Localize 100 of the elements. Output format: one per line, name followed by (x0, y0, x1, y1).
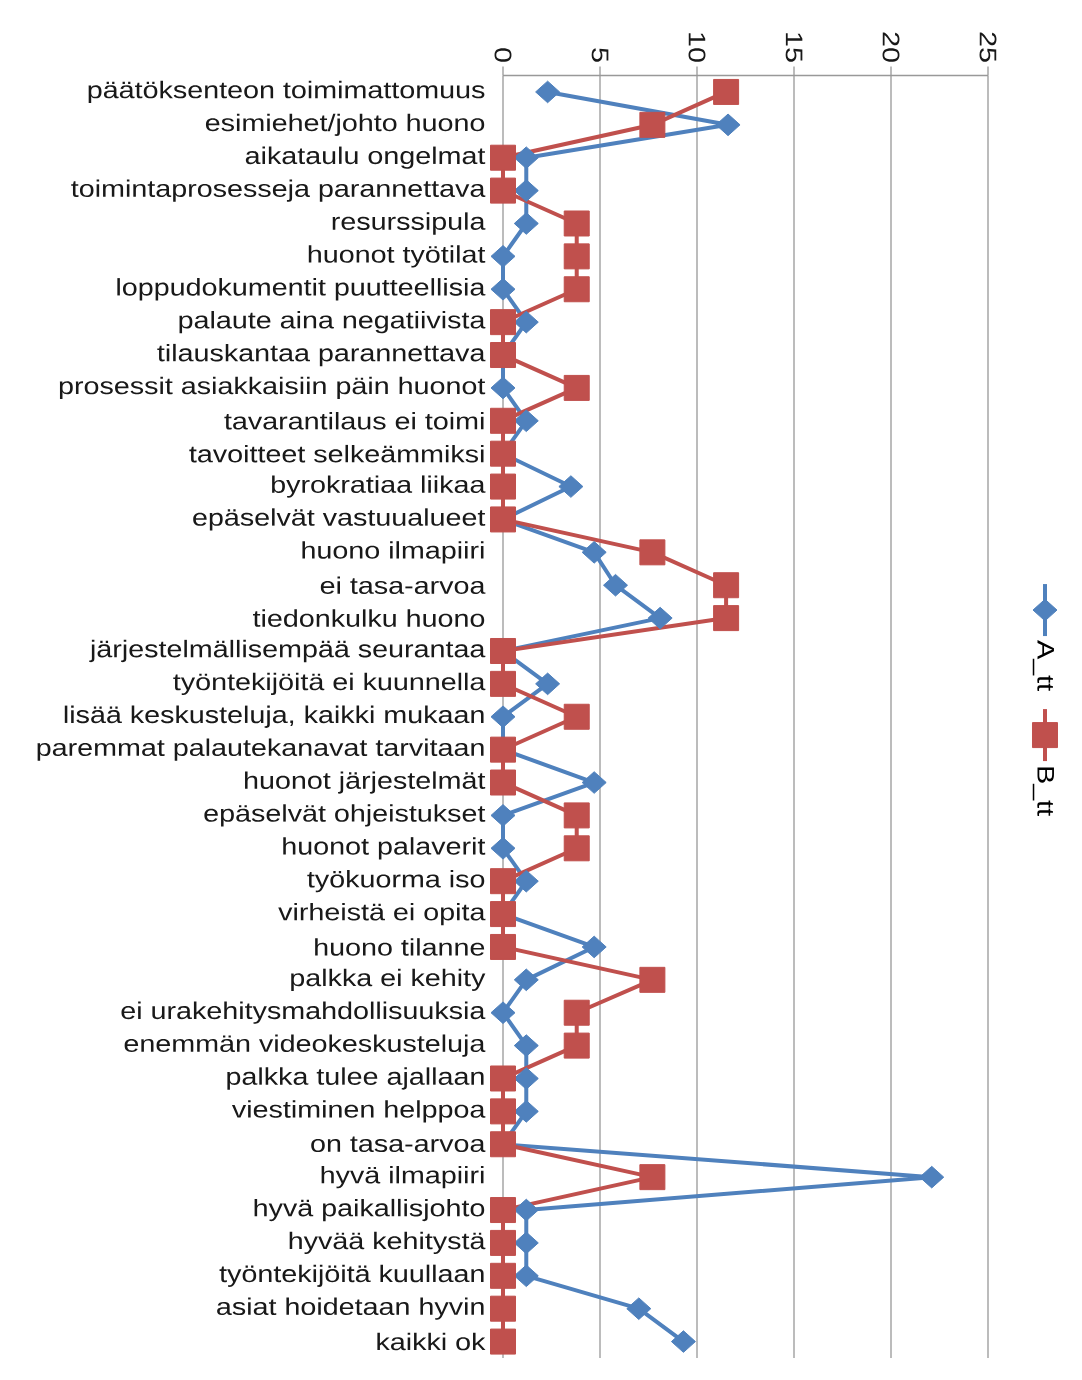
y-tick-label: enemmän videokeskusteluja (124, 1034, 486, 1057)
y-tick-label: työntekijöitä kuullaan (219, 1264, 484, 1287)
y-tick-label: ei urakehitysmahdollisuuksia (121, 1001, 486, 1024)
point (513, 968, 539, 992)
legend-label: B_tt (1032, 767, 1054, 816)
point (563, 703, 590, 730)
point (563, 835, 590, 862)
point (603, 573, 629, 597)
y-tick-label: työkuorma iso (307, 870, 485, 893)
y-tick-label: palkka ei kehity (291, 968, 486, 991)
point (490, 1065, 516, 1092)
point (490, 837, 516, 860)
y-tick-label: hyvä ilmapiiri (321, 1166, 484, 1189)
point (490, 407, 516, 434)
point (670, 1330, 696, 1353)
point (713, 605, 740, 632)
point (513, 179, 539, 202)
y-tick-label: esimiehet/johto huono (205, 113, 485, 136)
point (563, 1032, 590, 1059)
point (626, 1297, 652, 1320)
y-tick-label: huono ilmapiiri (302, 541, 484, 564)
point (490, 245, 516, 268)
y-tick-label: järjestelmällisempää seurantaa (89, 639, 486, 663)
point (535, 80, 561, 104)
y-tick-label: palaute aina negatiivista (179, 310, 486, 334)
y-tick-label: päätöksenteon toimimattomuus (88, 80, 485, 104)
x-tick-label: 10 (688, 33, 706, 62)
y-tick-label: tiedonkulku huono (253, 609, 485, 627)
y-tick-label: palkka tulee ajallaan (227, 1067, 484, 1090)
point (490, 144, 516, 171)
y-tick-label: lisää keskusteluja, kaikki mukaan (64, 705, 484, 728)
y-tick-label: paremmat palautekanavat tarvitaan (37, 738, 484, 761)
point (490, 376, 516, 400)
point (639, 111, 666, 138)
point (490, 868, 516, 895)
point (713, 78, 740, 105)
y-tick-label: ei tasa-arvoa (320, 576, 486, 594)
y-tick-label: hyvä paikallisjohto (254, 1198, 485, 1222)
point (919, 1165, 945, 1189)
y-tick-label: tavarantilaus ei toimi (224, 412, 484, 430)
point (490, 277, 516, 301)
y-tick-label: huonot palaverit (283, 837, 486, 860)
point (490, 705, 516, 729)
y-tick-label: epäselvät vastuualueet (193, 508, 486, 531)
y-tick-label: on tasa-arvoa (311, 1136, 486, 1153)
point (563, 802, 590, 829)
point (558, 475, 584, 498)
point (490, 670, 516, 697)
point (563, 210, 590, 237)
y-tick-label: byrokratiaa liikaa (272, 475, 486, 498)
point (563, 999, 590, 1026)
y-tick-label: tilauskantaa parannettava (157, 343, 486, 367)
y-tick-label: aikataulu ongelmat (245, 146, 486, 169)
point (490, 1001, 516, 1025)
x-tick-label: 20 (882, 32, 900, 62)
point (490, 177, 516, 204)
y-tick-label: epäselvät ohjeistukset (204, 804, 486, 827)
point (535, 672, 561, 696)
y-tick-label: viestiminen helppoa (231, 1100, 486, 1123)
y-tick-label: huonot järjestelmät (245, 771, 486, 794)
point (563, 243, 590, 270)
point (513, 1198, 539, 1222)
point (563, 374, 590, 401)
x-tick-label: 0 (494, 48, 512, 62)
point (513, 1100, 539, 1123)
point (513, 869, 539, 893)
point (713, 572, 740, 599)
point (490, 1197, 516, 1224)
point (639, 539, 666, 566)
point (581, 935, 607, 959)
y-tick-label: loppudokumentit puutteellisia (117, 278, 486, 301)
y-tick-label: prosessit asiakkaisiin päin huonot (59, 376, 486, 400)
y-tick-label: tavoitteet selkeämmiksi (189, 444, 484, 463)
y-tick-label: hyvää kehitystä (289, 1231, 486, 1255)
point (581, 541, 607, 564)
x-tick-label: 25 (979, 32, 997, 62)
legend-label: A_tt (1032, 640, 1054, 691)
y-tick-label: virheistä ei opita (278, 902, 486, 926)
point (513, 310, 539, 334)
y-tick-label: kaikki ok (377, 1332, 486, 1351)
point (490, 1262, 516, 1289)
y-tick-label: huonot työtilat (308, 245, 486, 268)
y-tick-label: resurssipula (332, 212, 486, 235)
x-tick-label: 5 (591, 48, 609, 62)
point (490, 1229, 516, 1256)
point (563, 276, 590, 303)
point (490, 804, 516, 827)
point (513, 1067, 539, 1090)
point (647, 606, 673, 630)
y-tick-label: asiat hoidetaan hyvin (217, 1297, 484, 1320)
point (513, 212, 539, 235)
point (639, 1164, 666, 1191)
x-tick-label: 15 (785, 33, 803, 62)
y-tick-label: huono tilanne (315, 938, 485, 956)
y-tick-label: toimintaprosesseja parannettava (71, 179, 486, 202)
point (490, 473, 516, 500)
point (513, 1231, 539, 1255)
point (490, 1328, 516, 1355)
point (581, 771, 607, 794)
point (490, 1098, 516, 1125)
